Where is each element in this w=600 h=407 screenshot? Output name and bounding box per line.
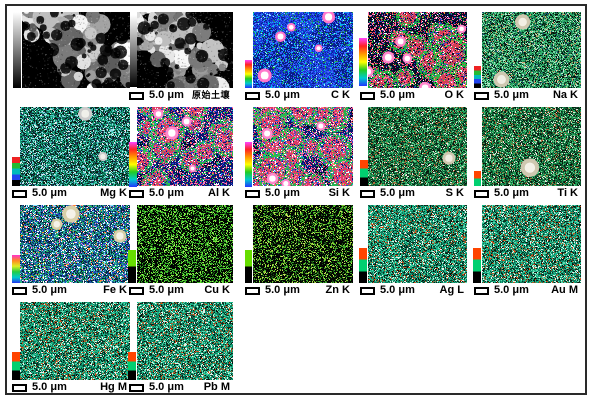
- scale-bar-icon: [474, 91, 489, 100]
- scale-text: 5.0 μm: [149, 284, 184, 296]
- scale-bar-icon: [474, 189, 489, 198]
- element-label: Zn K: [325, 284, 350, 296]
- scale-text: 5.0 μm: [32, 187, 67, 199]
- colorbar-zn-k: [245, 250, 252, 283]
- colorbar-al-k: [129, 142, 137, 187]
- scale-label-pb-m: 5.0 μm Pb M: [129, 381, 233, 394]
- scale-bar-icon: [245, 189, 260, 198]
- scale-label-zn-k: 5.0 μm Zn K: [245, 284, 353, 297]
- element-label: Na K: [552, 89, 578, 101]
- scale-bar-icon: [360, 91, 375, 100]
- colorbar-au-m: [473, 248, 481, 283]
- scale-bar-icon: [245, 91, 260, 100]
- element-label: Si K: [328, 187, 350, 199]
- colorbar-s-k: [360, 160, 368, 186]
- colorbar-o-k: [359, 38, 367, 86]
- eds-map-na-k: [482, 12, 581, 88]
- eds-map-mg-k: [20, 107, 130, 186]
- scale-label-c-k: 5.0 μm C K: [245, 89, 353, 102]
- scale-label-fe-k: 5.0 μm Fe K: [12, 284, 130, 297]
- eds-map-si-k: [253, 107, 353, 186]
- eds-map-zn-k: [253, 205, 353, 283]
- scale-label-o-k: 5.0 μm O K: [360, 89, 467, 102]
- scale-label-hg-m: 5.0 μm Hg M: [12, 381, 130, 394]
- eds-map-ag-l: [368, 205, 467, 283]
- colorbar-mg-k: [12, 157, 20, 186]
- colorbar-pb-m: [128, 352, 136, 380]
- scale-label-mg-k: 5.0 μm Mg K: [12, 187, 130, 200]
- scale-bar-icon: [360, 189, 375, 198]
- eds-map-sem-original: [137, 12, 233, 88]
- element-label: S K: [445, 187, 464, 199]
- colorbar-c-k: [245, 60, 252, 88]
- scale-bar-icon: [12, 189, 27, 198]
- scale-label-s-k: 5.0 μm S K: [360, 187, 467, 200]
- scale-text: 5.0 μm: [494, 187, 529, 199]
- scale-text: 5.0 μm: [380, 187, 415, 199]
- element-label: Fe K: [103, 284, 127, 296]
- colorbar-sem-1: [13, 12, 21, 88]
- element-label: Au M: [551, 284, 578, 296]
- eds-map-s-k: [368, 107, 467, 186]
- eds-map-hg-m: [20, 302, 130, 380]
- eds-map-ti-k: [482, 107, 581, 186]
- scale-bar-icon: [129, 91, 144, 100]
- scale-text: 5.0 μm: [380, 89, 415, 101]
- eds-map-c-k: [253, 12, 353, 88]
- scale-text: 5.0 μm: [494, 284, 529, 296]
- scale-label-cu-k: 5.0 μm Cu K: [129, 284, 233, 297]
- eds-map-au-m: [482, 205, 581, 283]
- scale-bar-icon: [129, 189, 144, 198]
- scale-text: 5.0 μm: [265, 187, 300, 199]
- element-label: Pb M: [203, 381, 230, 393]
- element-label: Al K: [208, 187, 230, 199]
- scale-label-si-k: 5.0 μm Si K: [245, 187, 353, 200]
- scale-bar-icon: [129, 286, 144, 295]
- scale-text: 5.0 μm: [380, 284, 415, 296]
- scale-text: 5.0 μm: [265, 89, 300, 101]
- element-label: Hg M: [100, 381, 127, 393]
- colorbar-cu-k: [128, 250, 136, 283]
- element-label: Mg K: [100, 187, 127, 199]
- colorbar-si-k: [245, 142, 252, 187]
- scale-bar-icon: [12, 286, 27, 295]
- eds-map-pb-m: [137, 302, 233, 380]
- scale-label-ag-l: 5.0 μm Ag L: [360, 284, 467, 297]
- eds-map-sem-1: [22, 12, 130, 88]
- scale-bar-icon: [360, 286, 375, 295]
- scale-label-al-k: 5.0 μm Al K: [129, 187, 233, 200]
- scale-bar-icon: [474, 286, 489, 295]
- colorbar-fe-k: [12, 255, 20, 283]
- colorbar-hg-m: [12, 352, 20, 380]
- element-label: Ag L: [439, 284, 464, 296]
- scale-text: 5.0 μm: [149, 187, 184, 199]
- eds-map-cu-k: [137, 205, 233, 283]
- element-label: 原始土壤: [191, 90, 230, 100]
- scale-bar-icon: [129, 383, 144, 392]
- colorbar-ti-k: [474, 171, 481, 186]
- colorbar-ag-l: [359, 248, 367, 283]
- eds-map-o-k: [368, 12, 467, 88]
- scale-text: 5.0 μm: [32, 284, 67, 296]
- colorbar-sem-original: [130, 15, 137, 87]
- scale-label-au-m: 5.0 μm Au M: [474, 284, 581, 297]
- scale-text: 5.0 μm: [265, 284, 300, 296]
- element-label: Cu K: [204, 284, 230, 296]
- colorbar-na-k: [474, 66, 481, 88]
- scale-label-ti-k: 5.0 μm Ti K: [474, 187, 581, 200]
- scale-bar-icon: [245, 286, 260, 295]
- element-label: Ti K: [557, 187, 578, 199]
- element-label: C K: [331, 89, 350, 101]
- eds-map-fe-k: [20, 205, 130, 283]
- element-label: O K: [444, 89, 464, 101]
- scale-label-sem-original: 5.0 μm 原始土壤: [129, 89, 233, 102]
- scale-bar-icon: [12, 383, 27, 392]
- eds-map-al-k: [137, 107, 233, 186]
- scale-text: 5.0 μm: [32, 381, 67, 393]
- scale-text: 5.0 μm: [149, 381, 184, 393]
- scale-label-na-k: 5.0 μm Na K: [474, 89, 581, 102]
- scale-text: 5.0 μm: [494, 89, 529, 101]
- scale-text: 5.0 μm: [149, 89, 184, 101]
